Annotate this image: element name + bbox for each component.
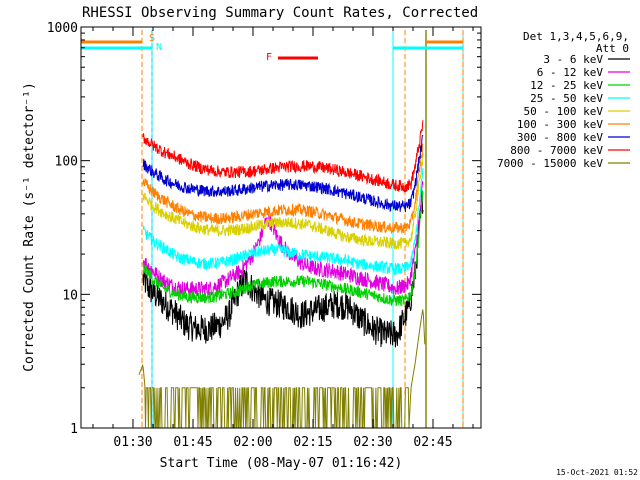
series-line-5: [142, 143, 424, 235]
y-axis-label: Corrected Count Rate (s⁻¹ detector⁻¹): [22, 82, 37, 372]
series-line-6: [142, 134, 424, 213]
plot-frame: [80, 26, 482, 429]
x-tick-label-1: 01:45: [173, 435, 212, 450]
x-axis-label: Start Time (08-May-07 01:16:42): [160, 456, 403, 471]
x-tick-label-3: 02:15: [293, 435, 332, 450]
legend-label-3: 25 - 50 keV: [530, 92, 603, 105]
y-tick-label-2: 100: [55, 155, 78, 170]
x-tick-label-0: 01:30: [113, 435, 152, 450]
legend-label-7: 800 - 7000 keV: [510, 144, 603, 157]
legend-label-2: 12 - 25 keV: [530, 79, 603, 92]
y-tick-label-1: 10: [62, 288, 78, 303]
series-line-4: [142, 153, 424, 250]
legend-label-0: 3 - 6 keV: [543, 53, 603, 66]
series-line-3: [142, 167, 424, 275]
y-tick-label-3: 1000: [47, 21, 78, 36]
series-line-0: [142, 191, 424, 348]
x-tick-label-4: 02:30: [353, 435, 392, 450]
footer-timestamp: 15-Oct-2021 01:52: [556, 468, 638, 477]
legend-label-4: 50 - 100 keV: [524, 105, 604, 118]
chart-title: RHESSI Observing Summary Count Rates, Co…: [82, 5, 478, 21]
legend-header-line-1: Att 0: [596, 42, 629, 55]
legend-label-8: 7000 - 15000 keV: [497, 157, 603, 170]
series-group: [138, 120, 426, 429]
marker-label-f: F: [266, 52, 272, 63]
series-line-2: [142, 190, 424, 307]
x-tick-label-2: 02:00: [233, 435, 272, 450]
marker-label-s: S: [149, 33, 155, 44]
marker-label-n: N: [156, 42, 162, 53]
x-tick-label-5: 02:45: [413, 435, 452, 450]
series-line-1: [142, 180, 424, 299]
legend-header-line-0: Det 1,3,4,5,6,9,: [523, 30, 629, 43]
axes: 1 10 100 1000 01:30 01:45 02:00 02:15 02:30 02:45: [47, 21, 482, 450]
legend-label-1: 6 - 12 keV: [537, 66, 604, 79]
legend-label-6: 300 - 800 keV: [517, 131, 603, 144]
y-tick-label-0: 1: [70, 422, 78, 437]
series-line-7: [142, 120, 424, 193]
legend-label-5: 100 - 300 keV: [517, 118, 603, 131]
